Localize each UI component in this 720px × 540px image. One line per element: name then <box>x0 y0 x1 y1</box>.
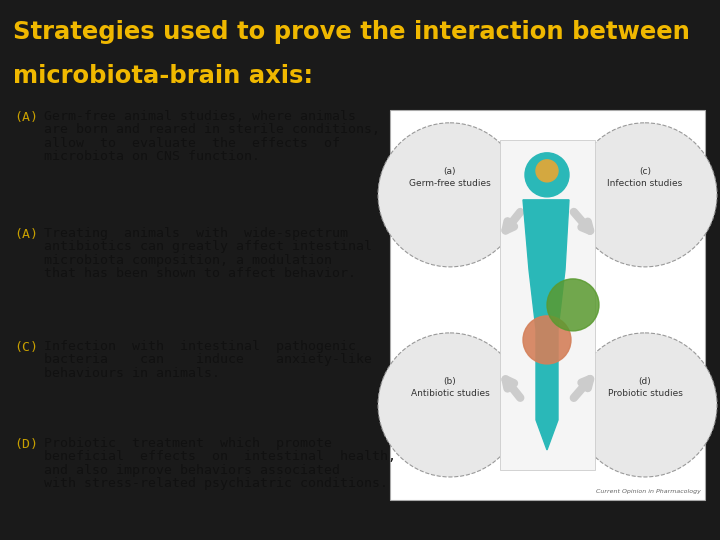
Text: (c): (c) <box>639 167 651 176</box>
Circle shape <box>378 333 522 477</box>
Text: microbiota composition, a modulation: microbiota composition, a modulation <box>44 254 332 267</box>
Text: microbiota-brain axis:: microbiota-brain axis: <box>13 64 313 88</box>
Text: Strategies used to prove the interaction between: Strategies used to prove the interaction… <box>13 20 690 44</box>
Text: are born and reared in sterile conditions,: are born and reared in sterile condition… <box>44 123 380 136</box>
Text: allow  to  evaluate  the  effects  of: allow to evaluate the effects of <box>44 137 340 150</box>
Text: Germ-free animal studies, where animals: Germ-free animal studies, where animals <box>44 110 356 123</box>
Text: microbiota on CNS function.: microbiota on CNS function. <box>44 150 260 163</box>
Bar <box>500 140 595 470</box>
Text: bacteria    can    induce    anxiety-like: bacteria can induce anxiety-like <box>44 353 372 367</box>
Text: (A): (A) <box>14 111 38 124</box>
Circle shape <box>547 279 599 331</box>
Text: (b): (b) <box>444 377 456 386</box>
Text: Treating  animals  with  wide-spectrum: Treating animals with wide-spectrum <box>44 227 348 240</box>
Circle shape <box>378 123 522 267</box>
Text: Probiotic studies: Probiotic studies <box>608 389 683 398</box>
Text: with stress-related psychiatric conditions.: with stress-related psychiatric conditio… <box>44 477 388 490</box>
Text: (d): (d) <box>639 377 652 386</box>
Text: (D): (D) <box>14 438 38 451</box>
Circle shape <box>525 153 569 197</box>
Text: (A): (A) <box>14 228 38 241</box>
Circle shape <box>573 123 717 267</box>
Circle shape <box>523 316 571 364</box>
Text: Infection studies: Infection studies <box>608 179 683 188</box>
Text: and also improve behaviors associated: and also improve behaviors associated <box>44 464 340 477</box>
Text: (C): (C) <box>14 341 38 354</box>
Text: Germ-free studies: Germ-free studies <box>409 179 491 188</box>
Text: Antibiotic studies: Antibiotic studies <box>410 389 490 398</box>
Text: behaviours in animals.: behaviours in animals. <box>44 367 220 380</box>
Circle shape <box>536 160 558 182</box>
Text: Current Opinion in Pharmacology: Current Opinion in Pharmacology <box>596 489 701 494</box>
Text: Probiotic  treatment  which  promote: Probiotic treatment which promote <box>44 437 332 450</box>
Text: Infection  with  intestinal  pathogenic: Infection with intestinal pathogenic <box>44 340 356 353</box>
Polygon shape <box>523 200 569 450</box>
Text: (a): (a) <box>444 167 456 176</box>
Text: beneficial  effects  on  intestinal  health,: beneficial effects on intestinal health, <box>44 450 396 463</box>
Text: that has been shown to affect behavior.: that has been shown to affect behavior. <box>44 267 356 280</box>
Circle shape <box>573 333 717 477</box>
Bar <box>390 110 705 500</box>
Text: antibiotics can greatly affect intestinal: antibiotics can greatly affect intestina… <box>44 240 372 253</box>
